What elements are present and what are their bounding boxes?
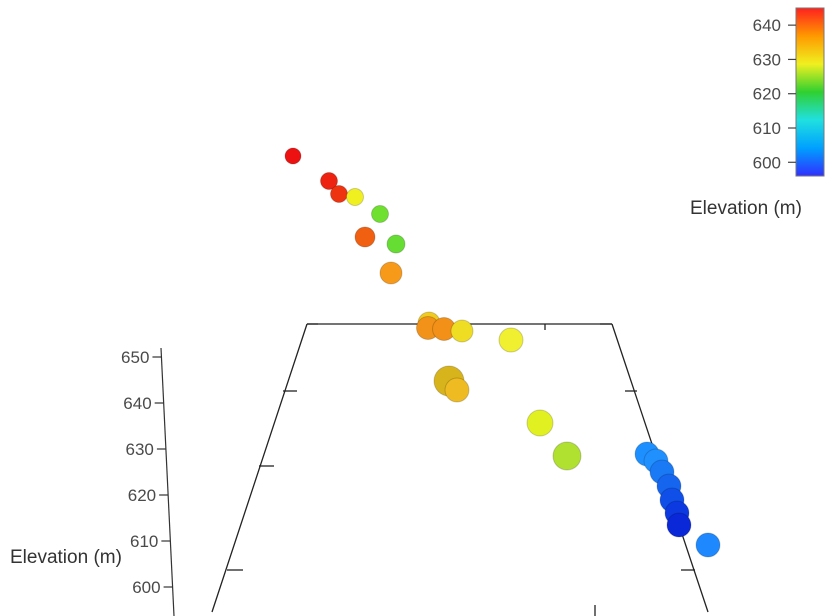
data-point [320,172,338,190]
data-point [450,319,474,343]
colorbar-tick-label: 640 [753,16,781,35]
colorbar-tick-label: 600 [753,153,781,172]
data-points [284,147,721,558]
z-tick-label: 610 [130,532,158,551]
z-tick-label: 650 [121,348,149,367]
data-point [444,377,470,403]
colorbar-tick-label: 620 [753,85,781,104]
z-axis-ticks: 650 640 630 620 610 600 [121,348,173,597]
z-tick-label: 630 [126,440,154,459]
colorbar: 640 630 620 610 600 Elevation (m) [690,7,825,219]
z-axis-title: Elevation (m) [10,547,122,568]
z-tick-label: 600 [132,578,160,597]
data-point [526,409,554,437]
colorbar-bar [795,7,825,177]
colorbar-tick-label: 610 [753,119,781,138]
data-point [695,532,721,558]
box-tick-marks [227,323,695,616]
data-point [552,441,582,471]
colorbar-tick-label: 630 [753,50,781,69]
box-left-edge [211,323,308,613]
data-point [346,188,364,206]
data-point [371,205,389,223]
data-point [666,512,692,538]
plot-box [211,323,709,613]
z-axis-line [160,347,175,616]
data-point [284,147,302,165]
z-tick-label: 640 [123,394,151,413]
data-point [498,327,524,353]
data-point [379,261,403,285]
data-point [354,226,376,248]
colorbar-ticks: 640 630 620 610 600 [753,16,796,172]
colorbar-label: Elevation (m) [690,198,802,219]
data-point [330,185,348,203]
z-axis: 650 640 630 620 610 600 Elevation (m) [10,347,175,616]
data-point [386,234,406,254]
z-tick-label: 620 [128,486,156,505]
